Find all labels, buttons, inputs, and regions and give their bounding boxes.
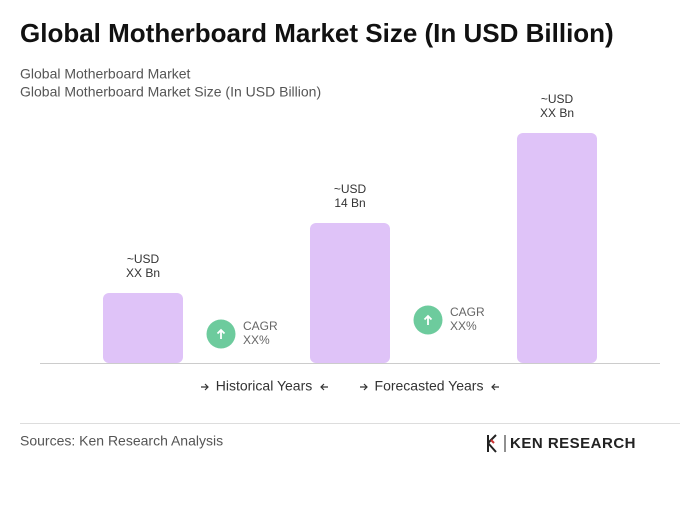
cagr-label: CAGR [243, 319, 278, 333]
subtitle: Global Motherboard Market [20, 66, 191, 82]
period-label: Forecasted Years [375, 378, 484, 394]
source: Sources: Ken Research Analysis [20, 433, 223, 449]
period-label: Historical Years [216, 378, 313, 394]
legend-arrows [201, 383, 499, 391]
value-label: ~USD [127, 252, 160, 266]
bar [103, 293, 183, 363]
bar [517, 133, 597, 363]
value-label: 14 Bn [334, 196, 365, 210]
value-label: ~USD [541, 92, 574, 106]
value-label: XX Bn [126, 266, 160, 280]
logo: KEN RESEARCH [510, 435, 636, 452]
value-label: ~USD [334, 182, 367, 196]
cagr-label: XX% [243, 333, 270, 347]
cagr-arrow [423, 314, 433, 325]
cagr-label: CAGR [450, 305, 485, 319]
value-label: XX Bn [540, 106, 574, 120]
subtitle: Global Motherboard Market Size (In USD B… [20, 84, 321, 100]
logo-icon [487, 434, 506, 453]
cagr-label: XX% [450, 319, 477, 333]
chart-title: Global Motherboard Market Size (In USD B… [20, 18, 614, 48]
bar [310, 223, 390, 363]
cagr-arrow [216, 328, 226, 339]
